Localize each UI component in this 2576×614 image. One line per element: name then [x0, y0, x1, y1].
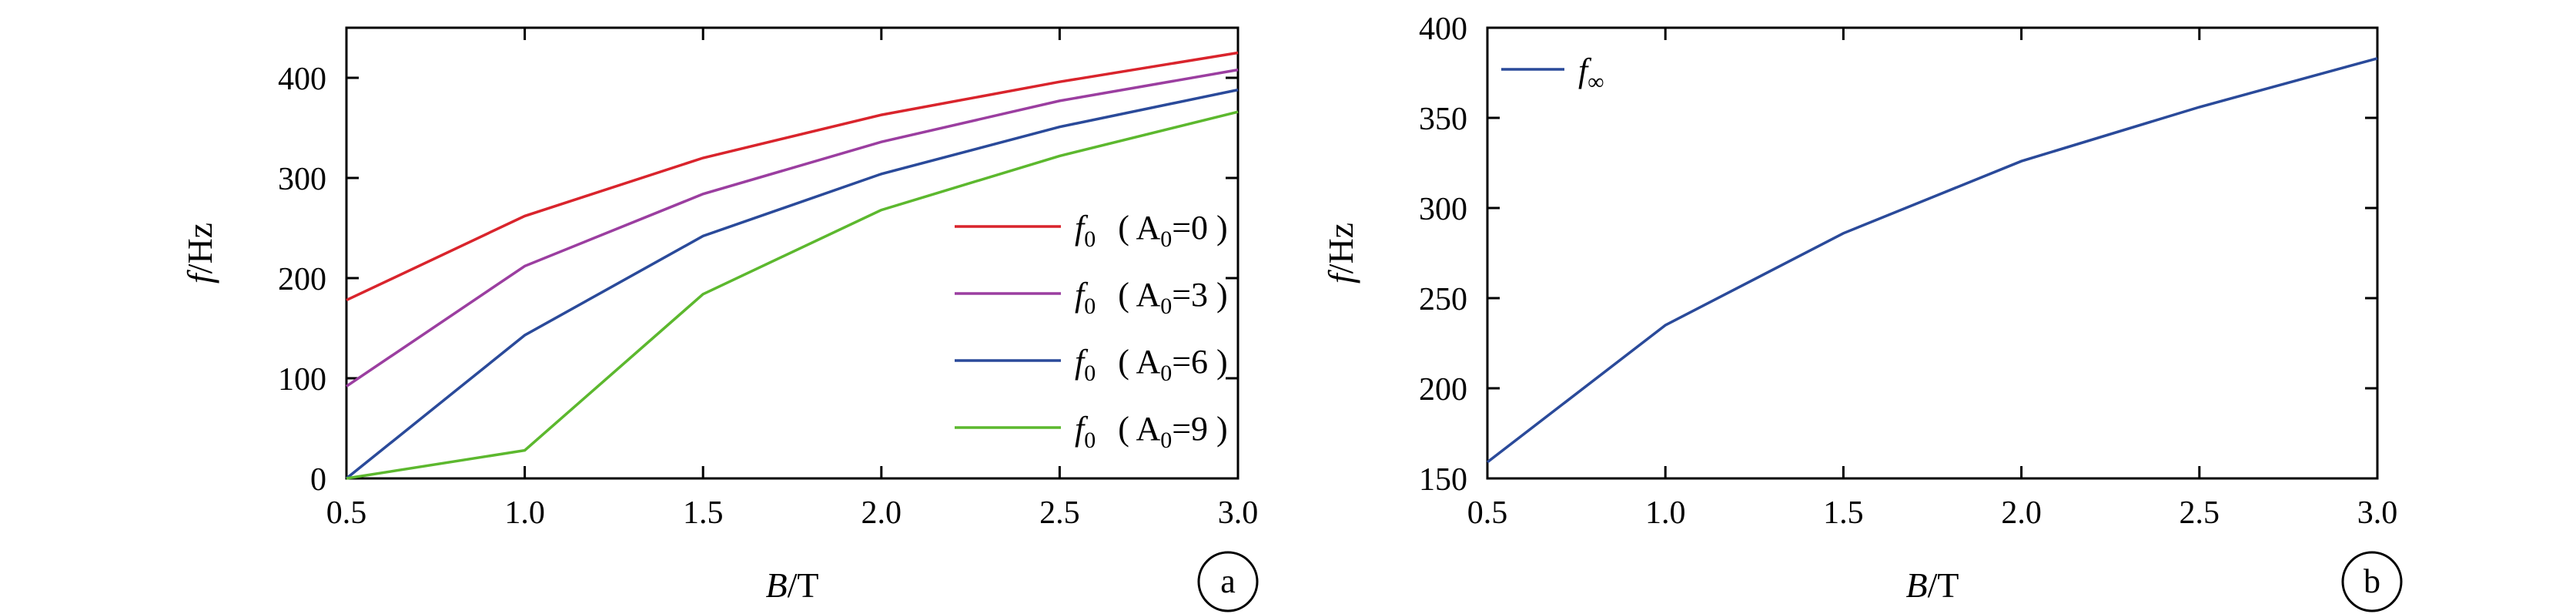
- y-tick-label: 300: [1419, 192, 1467, 227]
- panel-letter: b: [2364, 562, 2380, 600]
- x-tick-label: 0.5: [326, 495, 367, 531]
- y-axis-label: f/Hz: [1321, 223, 1360, 284]
- legend-label: f0 ( A0=6 ): [1075, 343, 1228, 386]
- x-tick-label: 3.0: [1218, 495, 1259, 531]
- y-tick-label: 0: [310, 462, 326, 498]
- y-tick-label: 200: [278, 262, 326, 297]
- legend-label: f0 ( A0=9 ): [1075, 410, 1228, 453]
- y-tick-label: 400: [278, 62, 326, 97]
- y-axis-label: f/Hz: [180, 223, 219, 284]
- plot-frame: [345, 26, 1239, 480]
- legend-label: f0 ( A0=0 ): [1075, 209, 1228, 252]
- x-tick-label: 0.5: [1467, 495, 1508, 531]
- x-tick-label: 1.0: [1645, 495, 1686, 531]
- x-tick-label: 2.5: [1039, 495, 1080, 531]
- series-line-3: [345, 88, 1239, 480]
- x-tick-label: 2.0: [2001, 495, 2042, 531]
- series-line-2: [346, 68, 1239, 388]
- plot-frame: [1486, 26, 2379, 480]
- y-tick-label: 400: [1419, 12, 1467, 47]
- y-tick-label: 100: [278, 362, 326, 398]
- x-tick-label: 1.5: [1823, 495, 1864, 531]
- legend-label: f∞: [1578, 52, 1604, 95]
- x-tick-label: 2.5: [2180, 495, 2220, 531]
- x-axis-label: B/T: [766, 565, 819, 605]
- x-tick-label: 1.5: [683, 495, 724, 531]
- series-line-4: [346, 110, 1239, 480]
- x-axis-label: B/T: [1906, 565, 1959, 605]
- x-tick-label: 1.0: [504, 495, 545, 531]
- y-tick-label: 200: [1419, 372, 1467, 408]
- y-tick-label: 150: [1419, 462, 1467, 498]
- y-tick-label: 300: [278, 162, 326, 197]
- panel-letter-circle: [2341, 551, 2403, 612]
- series-line-1: [1486, 57, 2378, 464]
- series-line-1: [346, 51, 1239, 302]
- chart-panel-b: 0.5 1.0 1.5 2.0 2.5 3.0 150 200 250 300 350 400 B/T f…: [1321, 12, 2403, 612]
- x-tick-label: 2.0: [861, 495, 902, 531]
- x-tick-label: 3.0: [2357, 495, 2398, 531]
- panel-letter: a: [1220, 562, 1236, 600]
- y-tick-label: 350: [1419, 102, 1467, 137]
- y-tick-label: 250: [1419, 282, 1467, 317]
- panel-letter-circle: [1197, 551, 1259, 612]
- chart-panel-a: 0.5 1.0 1.5 2.0 2.5 3.0 0 100 200 300 400 B/T f/Hz f0…: [180, 26, 1259, 612]
- legend-label: f0 ( A0=3 ): [1075, 276, 1228, 319]
